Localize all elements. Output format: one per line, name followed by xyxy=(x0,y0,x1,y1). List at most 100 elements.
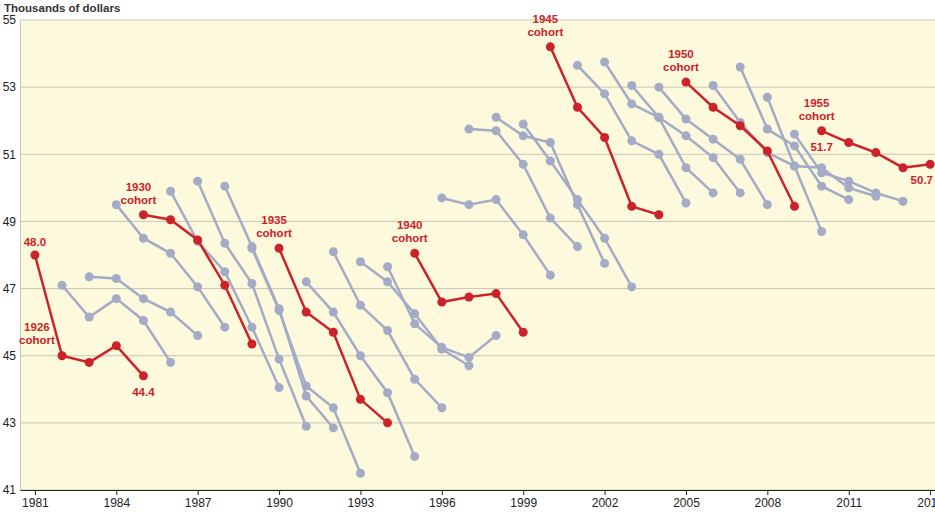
series-point xyxy=(627,202,636,211)
series-point xyxy=(410,249,419,258)
series-point xyxy=(302,308,311,317)
y-tick: 43 xyxy=(3,416,20,430)
series-line xyxy=(225,186,334,428)
series-point xyxy=(817,126,826,135)
x-tick-mark xyxy=(523,490,524,495)
x-tick-label: 1987 xyxy=(185,496,212,510)
series-point xyxy=(166,358,175,367)
x-tick: 1996 xyxy=(429,490,456,510)
series-point xyxy=(112,200,121,209)
series-line xyxy=(523,124,632,287)
grid-line xyxy=(20,154,935,155)
series-point xyxy=(356,301,365,310)
series-point xyxy=(600,259,609,268)
series-point xyxy=(709,81,718,90)
series-point xyxy=(790,202,799,211)
series xyxy=(302,277,420,461)
series-point xyxy=(383,262,392,271)
grid xyxy=(20,20,935,490)
x-tick: 1984 xyxy=(103,490,130,510)
series-point xyxy=(275,306,284,315)
series-point xyxy=(763,93,772,102)
series-point xyxy=(329,328,338,337)
series-point xyxy=(410,375,419,384)
y-axis-title: Thousands of dollars xyxy=(4,2,120,14)
series-line xyxy=(35,255,144,376)
series xyxy=(193,177,311,431)
series-point xyxy=(302,422,311,431)
series-name-label: 1930cohort xyxy=(121,181,157,206)
series xyxy=(627,81,745,197)
series-line xyxy=(659,87,768,205)
series-point xyxy=(220,239,229,248)
series-point xyxy=(600,57,609,66)
series-point xyxy=(492,195,501,204)
series-point xyxy=(437,193,446,202)
series-line xyxy=(496,117,605,263)
series-point xyxy=(247,323,256,332)
grid-line xyxy=(20,355,935,356)
y-tick-label: 41 xyxy=(3,483,17,497)
series-line xyxy=(306,282,415,457)
series-point xyxy=(681,198,690,207)
series-point xyxy=(329,423,338,432)
series-line xyxy=(577,65,686,203)
series-point xyxy=(220,281,229,290)
series-point xyxy=(844,195,853,204)
series-point xyxy=(492,126,501,135)
series-point xyxy=(681,115,690,124)
series-point xyxy=(410,319,419,328)
series-point xyxy=(519,160,528,169)
x-tick-label: 1999 xyxy=(510,496,537,510)
series-point xyxy=(681,131,690,140)
series xyxy=(817,126,935,172)
series xyxy=(519,120,637,292)
series-point xyxy=(790,162,799,171)
x-axis-line xyxy=(21,490,935,491)
chart-svg: 4143454749515355198119841987199019931996… xyxy=(0,0,935,513)
series-point xyxy=(654,210,663,219)
series-line xyxy=(89,277,198,336)
series-name-label: 1935cohort xyxy=(256,214,292,239)
series-point xyxy=(519,131,528,140)
series-point xyxy=(600,133,609,142)
series-point xyxy=(85,313,94,322)
series-point xyxy=(627,99,636,108)
series-point xyxy=(437,343,446,352)
grid-line xyxy=(20,422,935,423)
series-point xyxy=(166,308,175,317)
series-point xyxy=(654,113,663,122)
series-point xyxy=(85,358,94,367)
series-point xyxy=(329,247,338,256)
x-tick-mark xyxy=(686,490,687,495)
series-line xyxy=(143,215,252,344)
series-point xyxy=(275,383,284,392)
x-tick-mark xyxy=(360,490,361,495)
series xyxy=(437,193,555,279)
series-point xyxy=(600,89,609,98)
series-point xyxy=(573,103,582,112)
x-tick: 2005 xyxy=(673,490,700,510)
x-tick: 2011 xyxy=(836,490,862,510)
series-point xyxy=(356,395,365,404)
series xyxy=(85,272,203,340)
series xyxy=(790,130,908,206)
plot-marks xyxy=(30,42,934,477)
series-point xyxy=(464,200,473,209)
x-tick-mark xyxy=(116,490,117,495)
series-line xyxy=(686,82,795,206)
series-point xyxy=(763,125,772,134)
series-point xyxy=(627,81,636,90)
series-point xyxy=(817,168,826,177)
grid-line xyxy=(20,20,935,21)
grid-line xyxy=(20,490,935,491)
series-point xyxy=(519,120,528,129)
series-point xyxy=(681,78,690,87)
series-point xyxy=(30,251,39,260)
series-point xyxy=(139,316,148,325)
series-line xyxy=(822,131,931,168)
series-point xyxy=(139,371,148,380)
series-point xyxy=(736,155,745,164)
series-line xyxy=(415,253,524,332)
y-tick-label: 53 xyxy=(3,80,17,94)
